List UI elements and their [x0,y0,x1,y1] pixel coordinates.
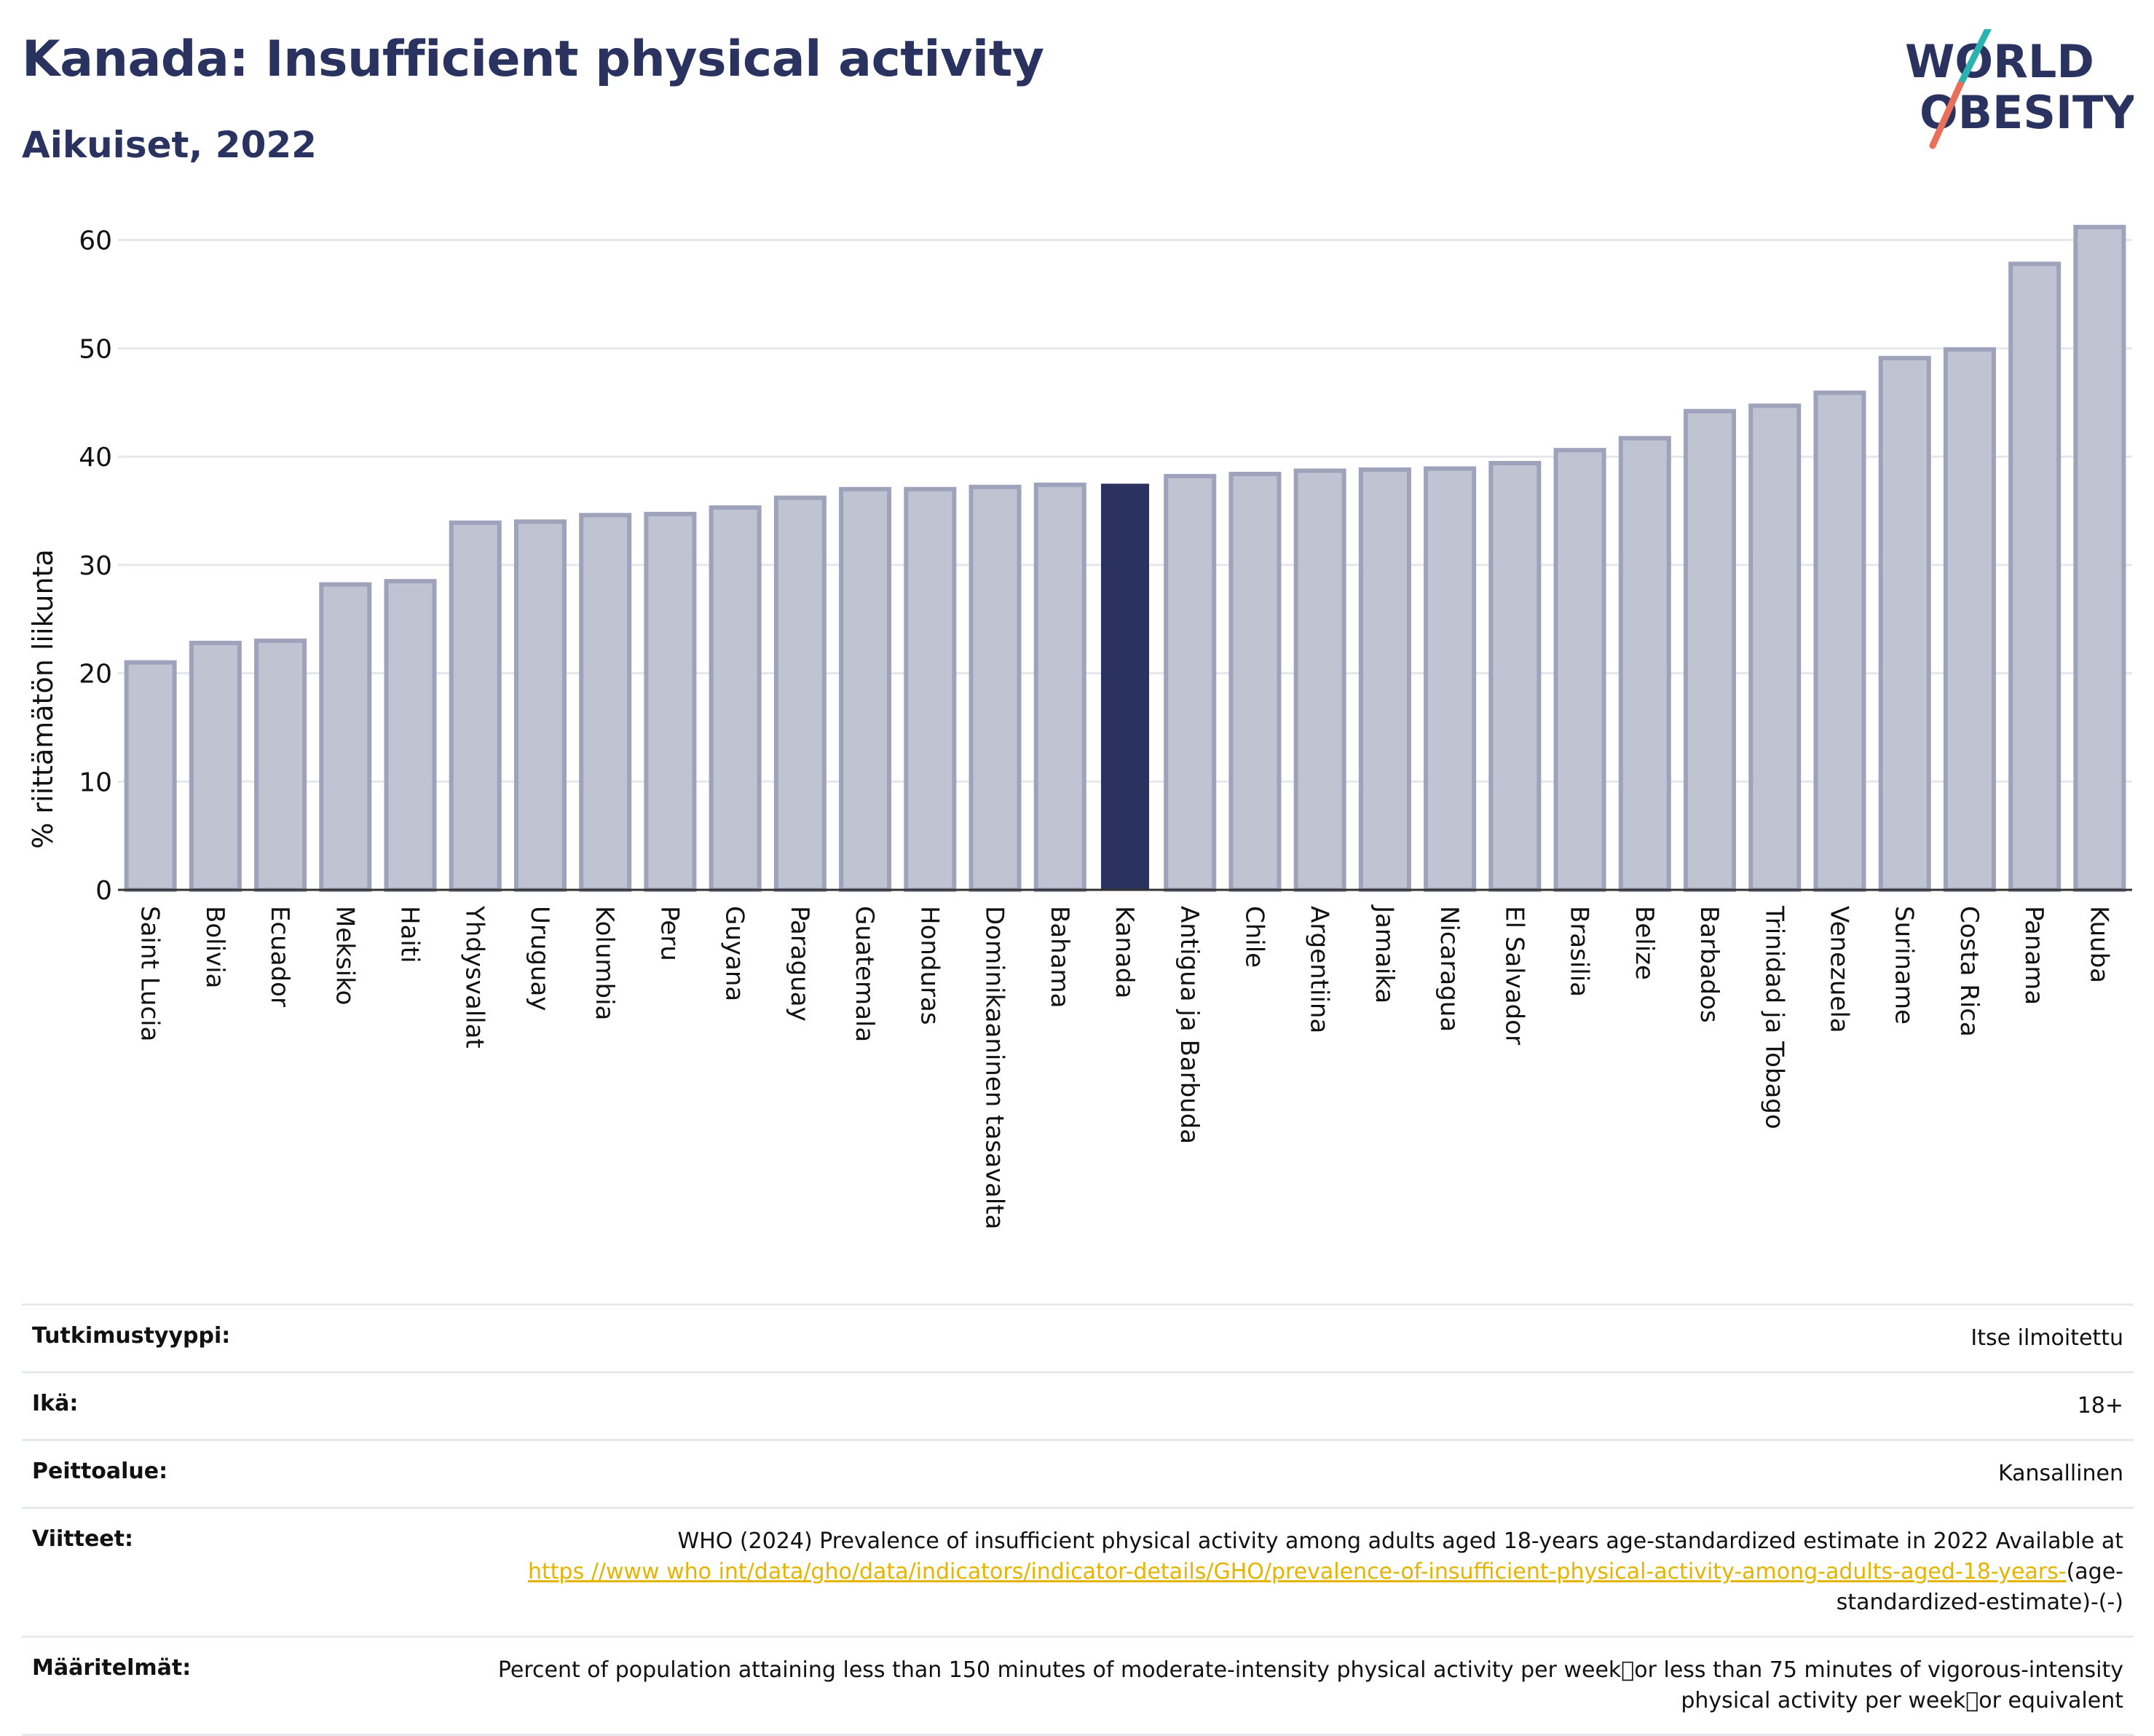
x-tick-label: Uruguay [525,906,554,1011]
bar [1748,403,1802,892]
x-tick-label: Bolivia [200,906,229,988]
age-label: Ikä: [22,1371,421,1440]
x-tick-label: Yhdysvallat [460,905,489,1049]
bar [644,511,697,892]
bar [2008,261,2062,893]
info-row-coverage: Peittoalue: Kansallinen [22,1439,2134,1508]
x-tick-label: Kanada [1110,906,1139,998]
references-label: Viitteet: [22,1507,421,1637]
x-tick-label: Paraguay [785,906,814,1022]
age-value: 18+ [421,1371,2134,1440]
logo-line1: WORLD [1905,35,2094,88]
bar [254,638,307,893]
bar [773,495,827,893]
bar [2073,224,2126,893]
x-tick-label: Kuuba [2084,906,2113,983]
references-link[interactable]: https //www who int/data/gho/data/indica… [528,1559,2067,1585]
coverage-value: Kansallinen [421,1439,2134,1508]
references-suffix: (age-standardized-estimate)-(-) [1836,1559,2123,1615]
references-value: WHO (2024) Prevalence of insufficient ph… [421,1507,2134,1637]
y-tick-label: 50 [79,334,112,364]
definitions-label: Määritelmät: [22,1636,421,1736]
bar [904,486,957,892]
x-tick-label: Guatemala [850,906,879,1042]
x-tick-label: Belize [1630,906,1659,980]
x-tick-label: Bahama [1045,906,1074,1009]
x-tick-label: El Salvador [1499,906,1528,1045]
bar [709,505,762,892]
world-obesity-logo: WORLD OBESITY [1905,29,2134,149]
page-subtitle: Aikuiset, 2022 [22,124,317,166]
x-tick-label: Guyana [720,906,749,1001]
x-tick-label: Kolumbia [590,906,619,1020]
references-text: WHO (2024) Prevalence of insufficient ph… [677,1528,2123,1554]
x-tick-label: Nicaragua [1435,906,1464,1032]
bar [124,660,177,893]
bar [1943,347,1996,893]
bar [1164,473,1217,893]
bar [1228,471,1282,892]
y-tick-label: 10 [79,768,112,797]
x-tick-label: Peru [655,906,684,961]
y-tick-label: 40 [79,443,112,473]
chart-bars [124,224,2126,893]
x-tick-label: Argentiina [1305,906,1334,1033]
bar [1488,461,1542,892]
coverage-label: Peittoalue: [22,1439,421,1508]
x-tick-label: Venezuela [1824,906,1853,1033]
info-row-survey-type: Tutkimustyyppi: Itse ilmoitettu [22,1303,2134,1373]
bar [1293,468,1346,892]
bar [319,582,372,892]
bar [1358,467,1411,892]
info-row-definitions: Määritelmät: Percent of population attai… [22,1636,2134,1736]
x-tick-label: Chile [1239,906,1269,968]
y-tick-label: 20 [79,660,112,690]
x-tick-label: Suriname [1890,906,1919,1025]
info-table: Tutkimustyyppi: Itse ilmoitettu Ikä: 18+… [22,1303,2134,1736]
x-tick-label: Barbados [1695,906,1724,1023]
survey-type-value: Itse ilmoitettu [421,1303,2134,1373]
bar [1033,482,1086,892]
logo-slash-bottom [1929,81,1964,149]
bar [579,513,632,892]
bar-chart: 0 10 20 30 40 50 60 Saint Lucia Bolivia Ecuador Me… [27,224,2132,1229]
x-tick-label: Meksiko [330,906,359,1005]
bar [968,484,1022,892]
bar [1618,435,1671,892]
x-tick-label: Haiti [395,906,425,963]
logo-slash-top [1957,29,1992,88]
info-row-age: Ikä: 18+ [22,1371,2134,1440]
x-tick-label: Panama [2019,906,2048,1005]
x-tick-label: Antigua ja Barbuda [1175,906,1204,1144]
bar-highlighted [1100,484,1150,890]
bar [839,486,892,892]
x-tick-label: Brasilia [1565,906,1594,997]
y-tick-label: 0 [95,876,112,906]
y-axis-label: % riittämätön liikunta [27,549,59,849]
page-title: Kanada: Insufficient physical activity [22,31,1044,88]
bar [1553,448,1606,892]
info-row-references: Viitteet: WHO (2024) Prevalence of insuf… [22,1507,2134,1637]
y-tick-label: 30 [79,551,112,581]
bar [1684,409,1737,893]
logo-line2: OBESITY [1920,86,2134,139]
definitions-value: Percent of population attaining less tha… [421,1636,2134,1736]
x-tick-label: Costa Rica [1954,906,1984,1037]
x-tick-label: Honduras [915,906,944,1025]
bar [1424,466,1477,892]
bar [189,640,242,893]
x-tick-label: Jamaika [1370,904,1399,1003]
bar [384,579,437,892]
bar [1878,355,1931,892]
chart-axes: 0 10 20 30 40 50 60 Saint Lucia Bolivia Ecuador Me… [79,226,2132,1229]
y-tick-label: 60 [79,226,112,256]
x-tick-label: Trinidad ja Tobago [1759,905,1788,1129]
x-tick-label: Saint Lucia [135,906,165,1041]
bar [449,520,502,892]
x-tick-label: Dominikaaninen tasavalta [980,906,1009,1229]
bar [1813,390,1866,893]
x-tick-label: Ecuador [265,906,294,1007]
bar [513,519,567,892]
survey-type-label: Tutkimustyyppi: [22,1303,421,1373]
